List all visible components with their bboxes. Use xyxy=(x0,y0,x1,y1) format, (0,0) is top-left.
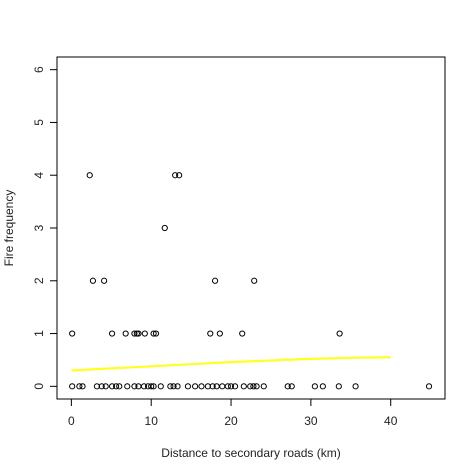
data-point xyxy=(211,277,219,284)
data-point xyxy=(170,383,177,390)
data-point xyxy=(69,383,76,390)
data-point xyxy=(135,330,142,337)
points-layer xyxy=(69,172,433,390)
x-tick-label: 40 xyxy=(384,414,398,428)
data-point xyxy=(150,330,157,337)
data-point xyxy=(152,330,160,337)
data-point xyxy=(198,383,205,390)
data-point xyxy=(161,224,168,232)
x-axis-label: Distance to secondary roads (km) xyxy=(161,446,340,460)
y-tick-label: 1 xyxy=(32,330,46,337)
x-tick-label: 20 xyxy=(224,414,238,428)
data-point xyxy=(207,330,214,337)
data-point xyxy=(167,383,174,390)
data-point xyxy=(240,383,247,390)
data-point xyxy=(425,383,433,390)
data-point xyxy=(172,172,179,179)
data-point xyxy=(69,330,76,337)
data-point xyxy=(76,383,83,390)
data-point xyxy=(260,383,267,390)
data-point xyxy=(124,383,131,390)
data-point xyxy=(288,383,295,390)
data-point xyxy=(108,330,116,337)
data-point xyxy=(157,383,164,390)
data-point xyxy=(219,383,226,390)
data-point xyxy=(108,383,116,390)
y-tick-label: 2 xyxy=(32,277,46,284)
data-point xyxy=(116,383,123,390)
data-point xyxy=(184,383,192,390)
data-point xyxy=(209,383,216,390)
data-point xyxy=(176,172,183,179)
data-point xyxy=(150,383,157,390)
data-point xyxy=(253,383,260,390)
y-tick-label: 3 xyxy=(32,224,46,231)
data-point xyxy=(112,383,120,390)
plot-frame xyxy=(56,56,446,400)
data-point xyxy=(102,383,109,390)
data-point xyxy=(336,330,343,337)
x-axis: 0 10 20 30 40 xyxy=(68,398,398,428)
data-point xyxy=(131,383,138,390)
data-point xyxy=(250,383,257,390)
y-tick-label: 5 xyxy=(32,119,46,126)
y-tick-label: 4 xyxy=(32,172,46,179)
y-axis: 0 1 2 3 4 5 6 xyxy=(32,66,58,390)
data-point xyxy=(227,383,235,390)
data-point xyxy=(174,383,181,390)
y-tick-label: 0 xyxy=(32,383,46,390)
data-point xyxy=(247,383,254,390)
data-point xyxy=(131,330,138,337)
data-point xyxy=(352,383,359,390)
data-point xyxy=(122,330,129,337)
data-point xyxy=(192,383,199,390)
x-tick-label: 0 xyxy=(68,414,75,428)
data-point xyxy=(231,383,239,390)
data-point xyxy=(239,330,246,337)
x-tick-label: 30 xyxy=(304,414,318,428)
data-point xyxy=(148,383,155,390)
x-tick-label: 10 xyxy=(145,414,159,428)
fit-line-layer xyxy=(71,356,391,372)
data-point xyxy=(311,383,318,390)
data-point xyxy=(224,383,231,390)
data-point xyxy=(98,383,105,390)
data-point xyxy=(141,330,148,337)
data-point xyxy=(284,383,291,390)
fit-curve xyxy=(71,356,391,372)
data-point xyxy=(319,383,326,390)
data-point xyxy=(335,383,342,390)
data-point xyxy=(216,330,223,337)
data-point xyxy=(86,172,93,179)
data-point xyxy=(251,277,258,284)
y-tick-label: 6 xyxy=(32,66,46,73)
data-point xyxy=(79,383,86,390)
y-axis-label: Fire frequency xyxy=(2,190,16,267)
data-point xyxy=(101,277,108,284)
data-point xyxy=(140,383,148,390)
data-point xyxy=(89,277,97,284)
